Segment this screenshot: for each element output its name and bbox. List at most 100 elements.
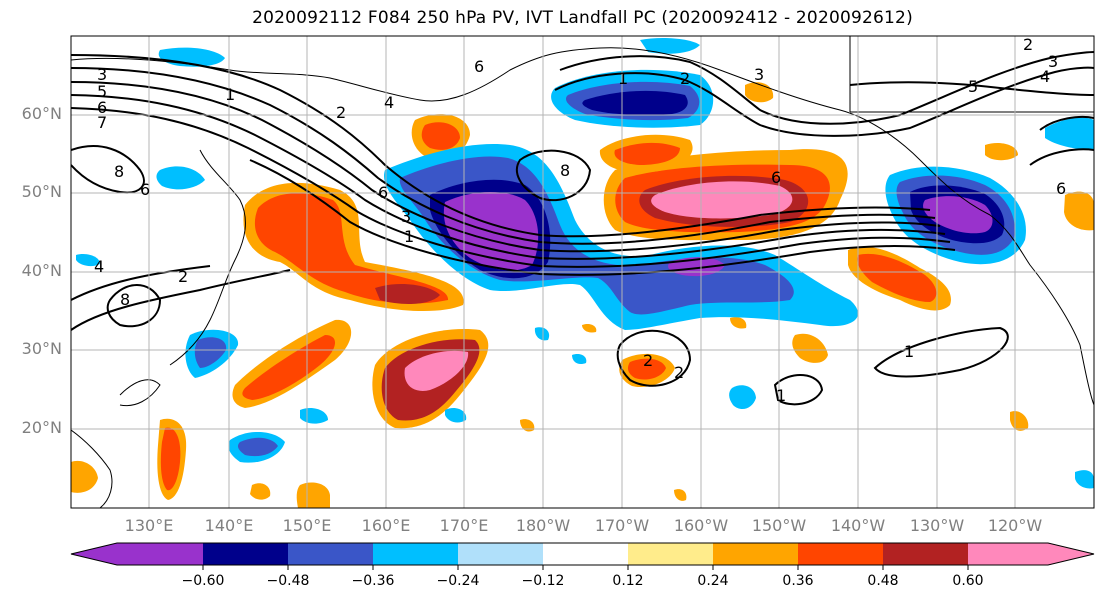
colorbar-tick-label: −0.48	[266, 573, 310, 589]
colorbar-segment	[373, 543, 458, 565]
contour-label: 3	[97, 65, 107, 84]
pv-pos-region	[857, 253, 937, 302]
pv-pos-region	[1064, 191, 1094, 231]
colorbar-outline	[70, 542, 1095, 566]
contour-label: 1	[904, 342, 914, 361]
colorbar-segment	[458, 543, 543, 565]
contour-labels: 3 5 6 7 1 2 4 6 8 2 6 4 2 8 6 3 1 2 1 2 …	[94, 35, 1066, 405]
colorbar-tick-label: −0.60	[181, 573, 225, 589]
pv-pos-region	[582, 323, 597, 333]
pv-contour-line	[773, 373, 824, 406]
colorbar-tick-label: −0.36	[351, 573, 395, 589]
pv-pos-region	[614, 142, 680, 165]
contour-label: 6	[140, 180, 150, 199]
contour-label: 4	[94, 257, 104, 276]
colorbar-tick-label: −0.12	[521, 573, 565, 589]
colorbar-segment	[117, 543, 203, 565]
lat-label: 50°N	[21, 182, 62, 201]
lon-label: 130°W	[909, 516, 965, 535]
lon-label: 140°E	[204, 516, 254, 535]
contour-label: 5	[968, 77, 978, 96]
colorbar-segment	[543, 543, 628, 565]
graticule	[71, 36, 1094, 508]
pv-contour-line	[515, 149, 592, 202]
pv-neg-region	[923, 196, 993, 234]
contour-label: 2	[1023, 35, 1033, 54]
colorbar-segment	[288, 543, 373, 565]
colorbar-tick-label: 0.60	[952, 573, 984, 589]
colorbar-segment	[968, 543, 1048, 565]
pv-pos-region	[985, 143, 1018, 161]
lon-label: 150°E	[282, 516, 332, 535]
lat-label: 40°N	[21, 261, 62, 280]
contour-label: 6	[474, 57, 484, 76]
contour-label: 6	[97, 98, 107, 117]
pv-neg-region	[572, 353, 587, 365]
coastline	[119, 379, 161, 407]
pv-contour-line	[849, 81, 1094, 96]
contour-label: 1	[225, 85, 235, 104]
lon-label: 160°E	[361, 516, 411, 535]
contour-label: 3	[754, 65, 764, 84]
lon-label: 120°W	[987, 516, 1043, 535]
colorbar-tick-label: −0.24	[436, 573, 480, 589]
map-border	[70, 35, 1095, 509]
pv-pos-region	[242, 335, 336, 400]
pv-contour-line	[71, 81, 941, 253]
pv-pos-region	[651, 181, 793, 219]
coastline	[169, 149, 246, 366]
pv-neg-region	[534, 327, 550, 341]
pv-contour-line	[873, 326, 1009, 378]
lon-label: 170°W	[594, 516, 650, 535]
pv-contour-line	[71, 269, 291, 331]
contour-label: 5	[97, 82, 107, 101]
contour-label: 7	[97, 113, 107, 132]
contour-label: 6	[771, 168, 781, 187]
contour-label: 6	[1056, 179, 1066, 198]
pv-neg-region	[729, 385, 756, 410]
coastlines	[71, 36, 1094, 508]
pv-neg-region	[640, 37, 700, 54]
lat-label: 60°N	[21, 104, 62, 123]
colorbar-segment	[798, 543, 883, 565]
pv-neg-region	[1075, 470, 1094, 489]
pv-pos-region	[520, 419, 535, 432]
pv-contour-line	[71, 265, 211, 301]
lon-label: 160°W	[673, 516, 729, 535]
pv-contour-line	[106, 284, 162, 328]
contour-label: 6	[378, 183, 388, 202]
pv-contour-line	[249, 159, 956, 276]
contour-label: 8	[120, 290, 130, 309]
pv-contour-line	[71, 54, 931, 238]
pv-pos-region	[296, 482, 330, 508]
contour-label: 4	[384, 93, 394, 112]
colorbar-tick-label: 0.36	[782, 573, 814, 589]
pv-neg-region	[156, 166, 205, 190]
colorbar-segment	[713, 543, 798, 565]
lat-label: 20°N	[21, 418, 62, 437]
lat-label: 30°N	[21, 339, 62, 358]
contour-label: 2	[680, 69, 690, 88]
colorbar-segment	[203, 543, 288, 565]
pv-pos-region	[160, 427, 181, 491]
contour-label: 1	[776, 386, 786, 405]
pv-neg-region	[194, 337, 227, 368]
map-panel: 3 5 6 7 1 2 4 6 8 2 6 4 2 8 6 3 1 2 1 2 …	[71, 35, 1094, 508]
pv-pos-region	[421, 122, 460, 150]
pv-pos-region	[627, 358, 666, 380]
contour-label: 2	[336, 103, 346, 122]
pv-neg-region	[445, 408, 467, 423]
contour-label: 2	[643, 351, 653, 370]
colorbar-tick-label: 0.24	[697, 573, 729, 589]
pv-contour-line	[71, 145, 145, 194]
lon-label: 150°W	[751, 516, 807, 535]
pv-neg-region	[582, 90, 688, 115]
contour-label: 2	[674, 363, 684, 382]
contour-label: 4	[1040, 67, 1050, 86]
colorbar-tick-label: 0.48	[867, 573, 899, 589]
pv-pos-region	[375, 284, 440, 305]
colorbar	[70, 542, 1095, 570]
map-title: 2020092112 F084 250 hPa PV, IVT Landfall…	[252, 8, 913, 28]
lon-label: 140°W	[830, 516, 886, 535]
